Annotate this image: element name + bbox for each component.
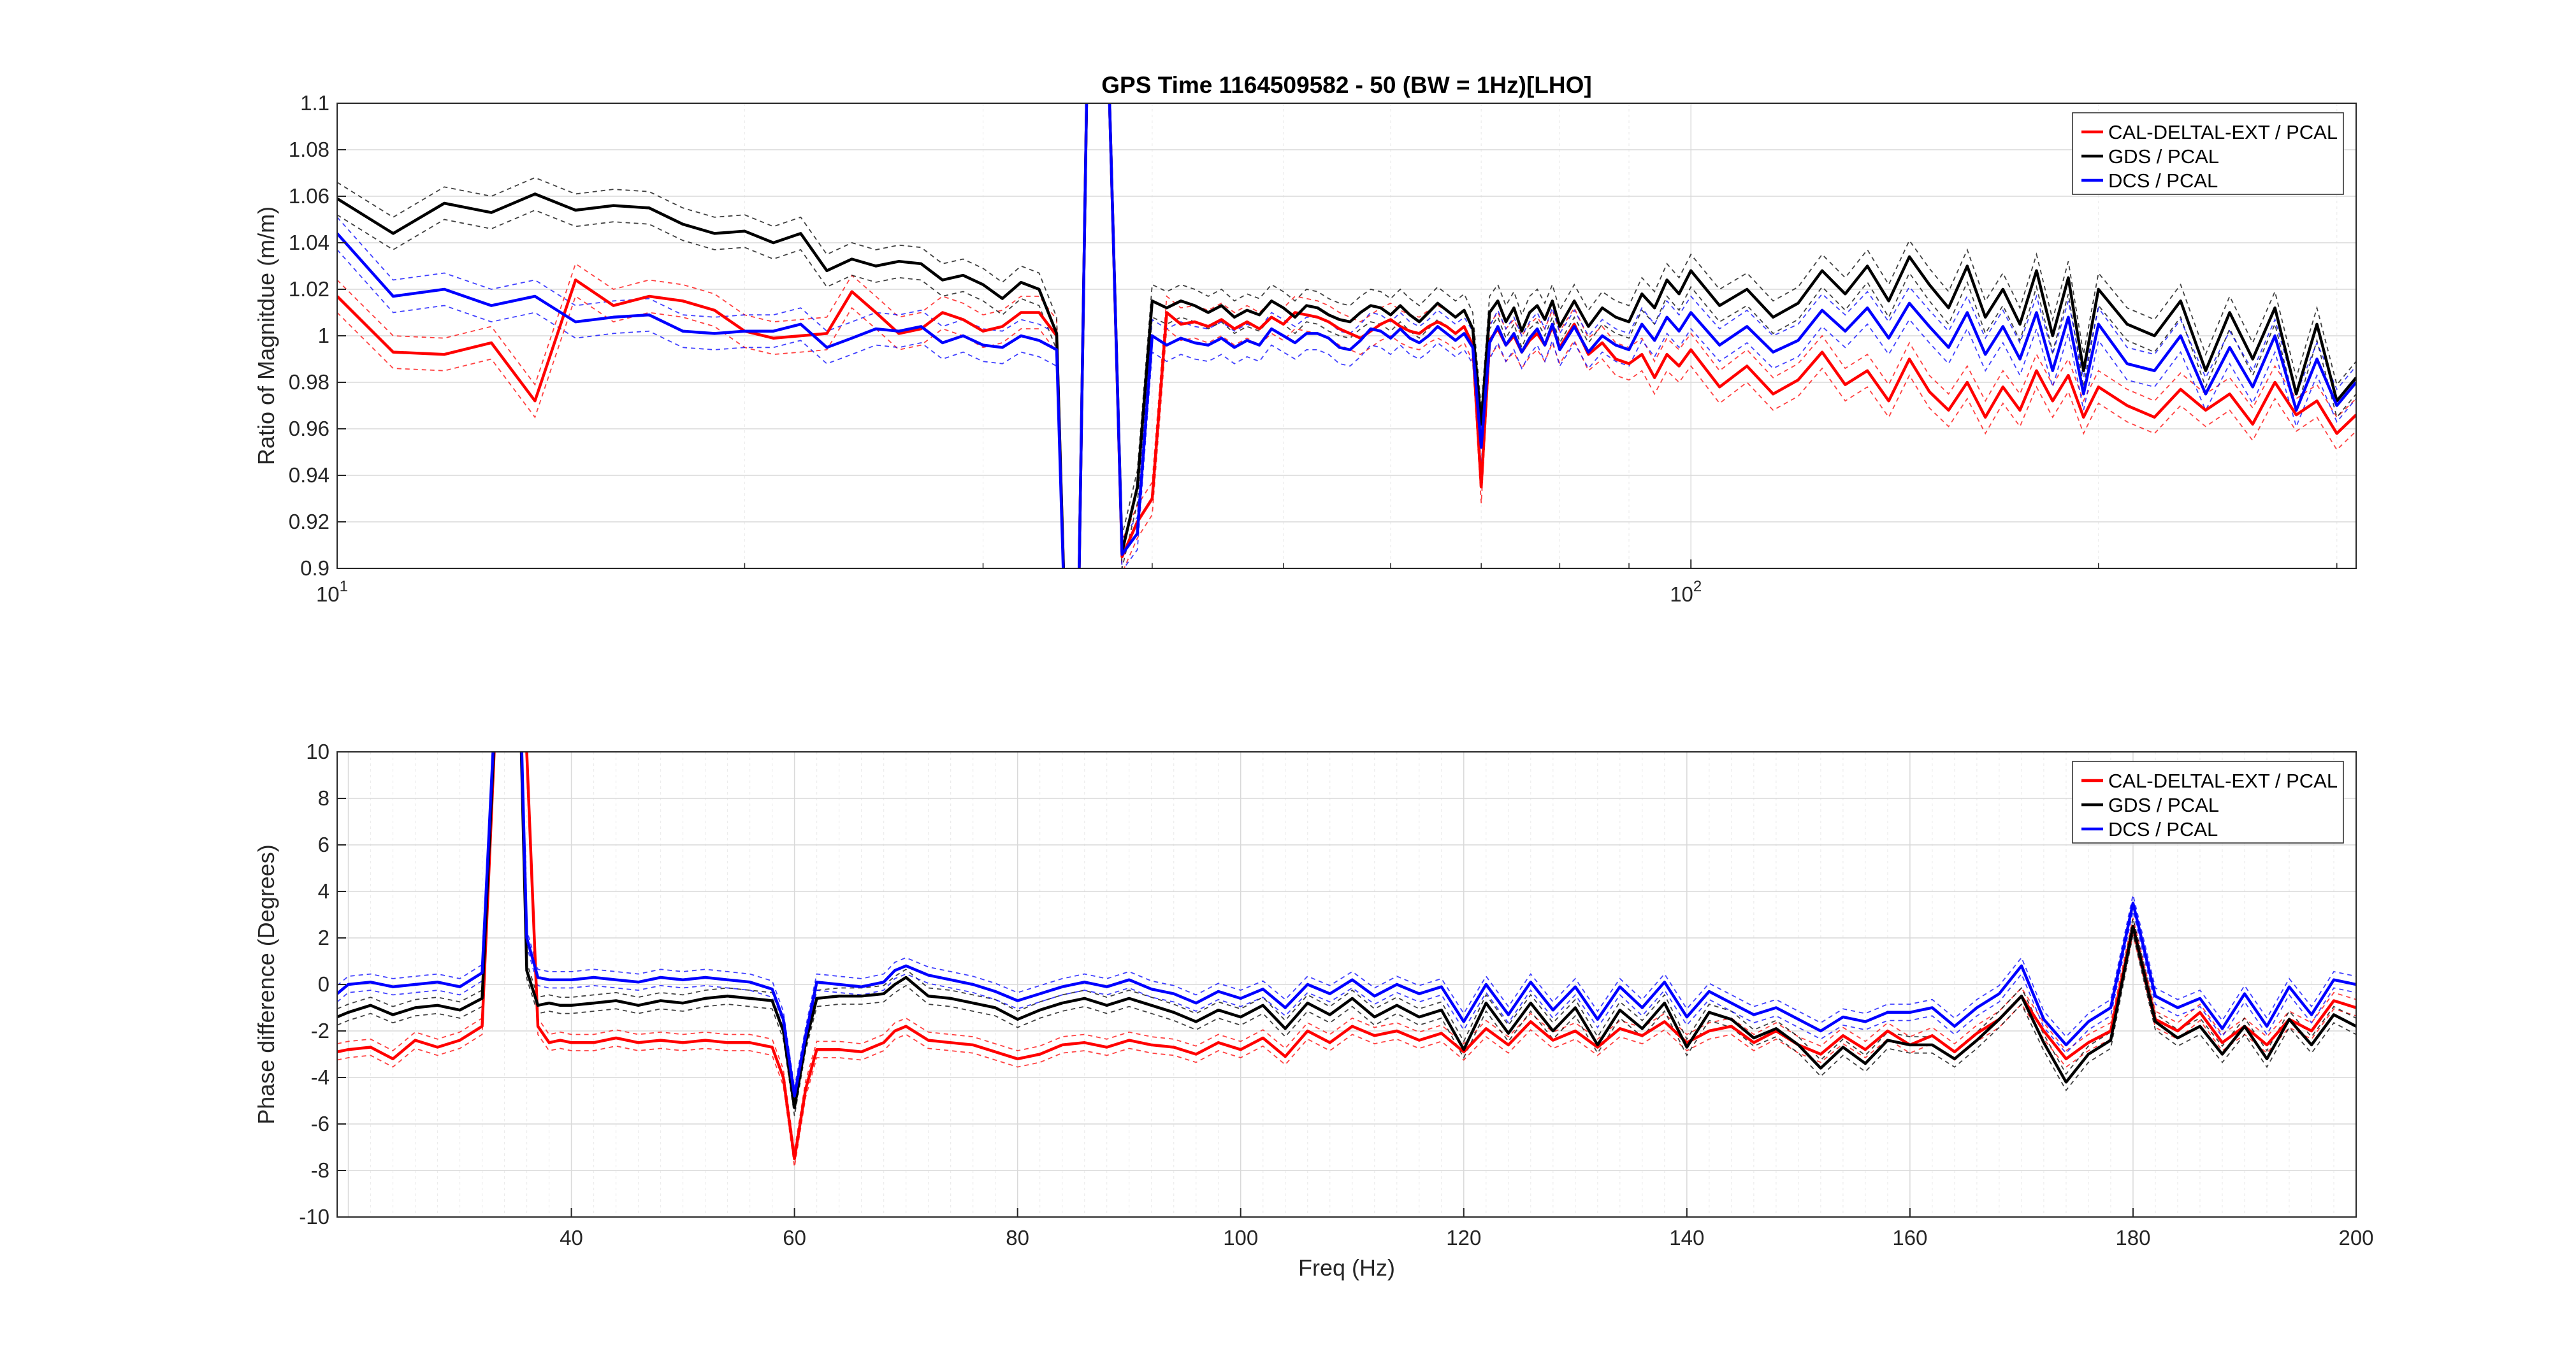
- x-tick-label: 180: [2115, 1226, 2150, 1250]
- x-tick-label: 140: [1669, 1226, 1704, 1250]
- x-tick-exponent: 2: [1693, 578, 1702, 595]
- x-tick-label: 200: [2338, 1226, 2373, 1250]
- x-tick-label: 80: [1006, 1226, 1029, 1250]
- x-tick-base: 10: [1670, 582, 1693, 606]
- x-axis-label: Freq (Hz): [1298, 1255, 1395, 1281]
- y-tick-label: 1.04: [289, 231, 329, 254]
- legend-entry: CAL-DELTAL-EXT / PCAL: [2108, 770, 2338, 792]
- x-tick-label: 40: [560, 1226, 583, 1250]
- magnitude-x-ticks: 101 102: [316, 559, 2338, 606]
- series-line: [337, 752, 2356, 1098]
- legend-entry: DCS / PCAL: [2108, 169, 2218, 192]
- x-tick-label: 160: [1892, 1226, 1927, 1250]
- series-upper-bound: [337, 103, 2356, 568]
- y-tick-label: 8: [318, 786, 329, 810]
- series-line: [337, 103, 2356, 568]
- phase-series-lines: [337, 752, 2356, 1161]
- phase-difference-plot: -10 -8 -6 -4 -2 0 2 4 6 8 10 40 60 80 100 120 140 160 180…: [253, 740, 2374, 1281]
- y-tick-label: 6: [318, 833, 329, 856]
- series-lower-bound: [337, 103, 2356, 568]
- x-tick-label: 60: [783, 1226, 806, 1250]
- y-tick-label: 10: [306, 740, 329, 763]
- series-line: [337, 103, 2356, 568]
- series-upper-bound: [337, 752, 2356, 1151]
- phase-y-axis-label: Phase difference (Degrees): [253, 844, 279, 1125]
- x-tick-label: 100: [1223, 1226, 1258, 1250]
- legend-entry: CAL-DELTAL-EXT / PCAL: [2108, 121, 2338, 143]
- y-tick-label: -6: [311, 1112, 329, 1135]
- y-tick-label: 0.92: [289, 510, 329, 533]
- chart-title: GPS Time 1164509582 - 50 (BW = 1Hz)[LHO]: [1101, 72, 1591, 98]
- y-tick-label: 0: [318, 972, 329, 996]
- legend-entry: GDS / PCAL: [2108, 794, 2219, 816]
- y-tick-label: 1: [318, 324, 329, 347]
- y-tick-label: -4: [311, 1065, 329, 1089]
- y-tick-label: -10: [299, 1205, 329, 1228]
- legend-box: [2072, 112, 2344, 195]
- series-lower-bound: [337, 752, 2356, 1167]
- phase-y-ticks: -10 -8 -6 -4 -2 0 2 4 6 8 10: [299, 740, 346, 1228]
- series-upper-bound: [337, 103, 2356, 568]
- legend-entry: DCS / PCAL: [2108, 818, 2218, 840]
- y-tick-label: 0.98: [289, 370, 329, 394]
- magnitude-y-axis-label: Ratio of Magnitdue (m/m): [253, 206, 279, 465]
- y-tick-label: 1.02: [289, 277, 329, 301]
- y-tick-label: 2: [318, 926, 329, 949]
- magnitude-y-ticks: 0.9 0.92 0.94 0.96 0.98 1 1.02 1.04 1.06 1.08 1.1: [289, 91, 346, 580]
- phase-confidence-bands: [337, 752, 2356, 1167]
- series-line: [337, 103, 2356, 568]
- phase-x-ticks: 40 60 80 100 120 140 160 180 200: [560, 1208, 2374, 1250]
- series-upper-bound: [337, 103, 2356, 568]
- x-tick-label: 101: [316, 578, 348, 606]
- x-tick-base: 10: [316, 582, 340, 606]
- series-lower-bound: [337, 752, 2356, 1105]
- x-tick-exponent: 1: [340, 578, 348, 595]
- y-tick-label: -8: [311, 1158, 329, 1182]
- legend-box: [2072, 761, 2344, 844]
- y-tick-label: 1.08: [289, 138, 329, 161]
- series-line: [337, 752, 2356, 1109]
- x-tick-label: 102: [1670, 578, 1702, 606]
- x-tick-label: 120: [1446, 1226, 1481, 1250]
- y-tick-label: 1.06: [289, 184, 329, 208]
- magnitude-series-lines: [337, 103, 2356, 568]
- y-tick-label: 0.9: [300, 556, 329, 580]
- y-tick-label: -2: [311, 1019, 329, 1042]
- legend-entry: GDS / PCAL: [2108, 145, 2219, 168]
- series-lower-bound: [337, 103, 2356, 568]
- y-tick-label: 1.1: [300, 91, 329, 115]
- series-upper-bound: [337, 752, 2356, 1088]
- magnitude-ratio-plot: 0.90.920.940.960.9811.021.041.061.081.1 …: [253, 72, 2357, 606]
- y-tick-label: 0.96: [289, 417, 329, 440]
- y-tick-label: 0.94: [289, 463, 329, 487]
- y-tick-label: 4: [318, 879, 329, 903]
